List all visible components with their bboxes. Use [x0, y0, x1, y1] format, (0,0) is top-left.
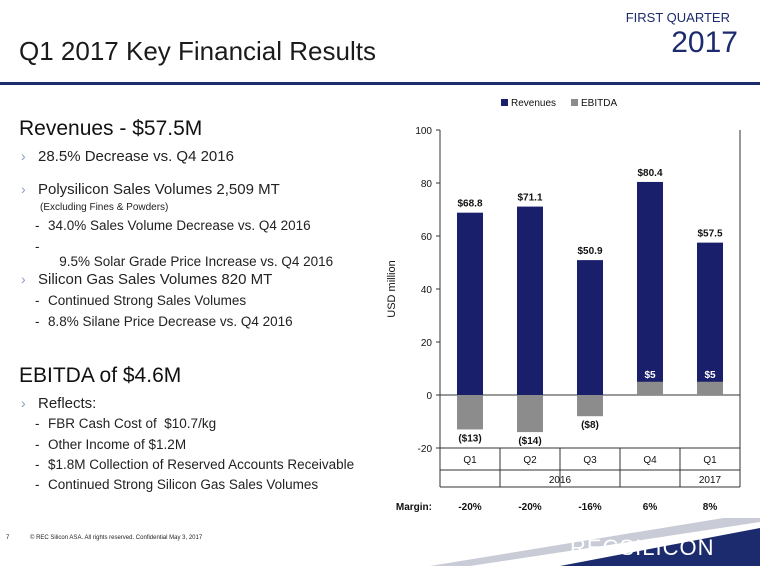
data-label-ebitda: $5: [704, 370, 716, 381]
y-tick-label: 20: [421, 338, 433, 349]
ebitda-heading: EBITDA of $4.6M: [19, 364, 182, 387]
y-tick-label: 80: [421, 179, 433, 190]
data-label-revenues: $71.1: [517, 193, 542, 204]
revenue-bullet-1: › 28.5% Decrease vs. Q4 2016: [21, 148, 234, 165]
data-label-ebitda: ($14): [518, 436, 541, 447]
group-label: 2016: [549, 475, 572, 486]
bullet-text: Polysilicon Sales Volumes 2,509 MT: [38, 181, 280, 198]
copyright-text: © REC Silicon ASA. All rights reserved. …: [30, 535, 203, 541]
margin-label: Margin:: [396, 502, 432, 513]
chevron-right-icon: ›: [21, 148, 26, 164]
title-rule: [0, 82, 760, 85]
chevron-right-icon: ›: [21, 181, 26, 197]
bullet-text: Silicon Gas Sales Volumes 820 MT: [38, 271, 273, 288]
bar-ebitda: [697, 381, 723, 395]
sub-bullet: - Other Income of $1.2M: [35, 437, 187, 452]
bullet-note: (Excluding Fines & Powders): [40, 202, 169, 213]
margin-value: 8%: [703, 502, 718, 513]
quarter-label: FIRST QUARTER: [625, 10, 730, 25]
legend-label-revenues: Revenues: [511, 98, 556, 109]
bullet-text: Reflects:: [38, 395, 97, 412]
legend-swatch-ebitda: [571, 99, 578, 106]
revenues-heading: Revenues - $57.5M: [19, 117, 203, 140]
group-label: 2017: [699, 475, 722, 486]
sub-bullet: - 9.5% Solar Grade Price Increase vs. Q4…: [35, 239, 334, 269]
data-label-ebitda: ($13): [458, 433, 481, 444]
bar-ebitda: [457, 395, 483, 430]
category-label: Q1: [703, 455, 717, 466]
y-tick-label: 0: [426, 391, 432, 402]
data-label-ebitda: ($8): [581, 420, 599, 431]
footer-band: [430, 518, 760, 566]
rec-silicon-logo: RECSILICON: [570, 535, 715, 560]
year-label: 2017: [671, 26, 738, 59]
sub-bullet: -8.8% Silane Price Decrease vs. Q4 2016: [35, 314, 293, 329]
category-label: Q3: [583, 455, 597, 466]
revenue-bullet-3: › Silicon Gas Sales Volumes 820 MT: [21, 271, 273, 288]
legend-label-ebitda: EBITDA: [581, 98, 617, 109]
y-axis-label: USD million: [386, 260, 398, 317]
revenue-ebitda-chart: Revenues EBITDA -20 0 20 40 60 80 100 USD million…: [386, 98, 741, 513]
bar-ebitda: [517, 395, 543, 433]
sub-bullet: - $1.8M Collection of Reserved Accounts R…: [35, 457, 355, 472]
chevron-right-icon: ›: [21, 395, 26, 411]
margin-value: -20%: [458, 502, 481, 513]
bar-revenues: [457, 212, 483, 395]
data-label-revenues: $57.5: [697, 229, 722, 240]
data-label-ebitda: $5: [644, 370, 656, 381]
data-label-revenues: $50.9: [577, 246, 602, 257]
data-label-revenues: $68.8: [457, 199, 482, 210]
sub-bullet: - FBR Cash Cost of $10.7/kg: [35, 416, 217, 431]
category-label: Q4: [643, 455, 657, 466]
bar-ebitda: [577, 395, 603, 417]
bar-revenues: [697, 242, 723, 395]
footer-shape: [560, 528, 760, 566]
category-label: Q2: [523, 455, 537, 466]
page-number: 7: [6, 535, 10, 541]
sub-bullet: -34.0% Sales Volume Decrease vs. Q4 2016: [35, 218, 311, 233]
bar-revenues: [517, 206, 543, 395]
bar-revenues: [637, 181, 663, 395]
slide-title: Q1 2017 Key Financial Results: [19, 36, 376, 66]
margin-value: -16%: [578, 502, 601, 513]
sub-bullet: - Continued Strong Sales Volumes: [35, 293, 247, 308]
margin-value: 6%: [643, 502, 658, 513]
category-label: Q1: [463, 455, 477, 466]
y-tick-label: -20: [418, 444, 433, 455]
sub-bullet: - Continued Strong Silicon Gas Sales Volu…: [35, 477, 319, 492]
ebitda-bullet: › Reflects:: [21, 395, 97, 412]
y-tick-label: 100: [415, 126, 432, 137]
revenue-bullet-2: › Polysilicon Sales Volumes 2,509 MT: [21, 181, 280, 198]
y-tick-label: 60: [421, 232, 433, 243]
bullet-text: 28.5% Decrease vs. Q4 2016: [38, 148, 234, 165]
y-tick-label: 40: [421, 285, 433, 296]
margin-value: -20%: [518, 502, 541, 513]
bar-revenues: [577, 260, 603, 395]
bar-ebitda: [637, 381, 663, 395]
footer-stripe: [430, 518, 760, 566]
legend-swatch-revenues: [501, 99, 508, 106]
data-label-revenues: $80.4: [637, 168, 662, 179]
chevron-right-icon: ›: [21, 271, 26, 287]
